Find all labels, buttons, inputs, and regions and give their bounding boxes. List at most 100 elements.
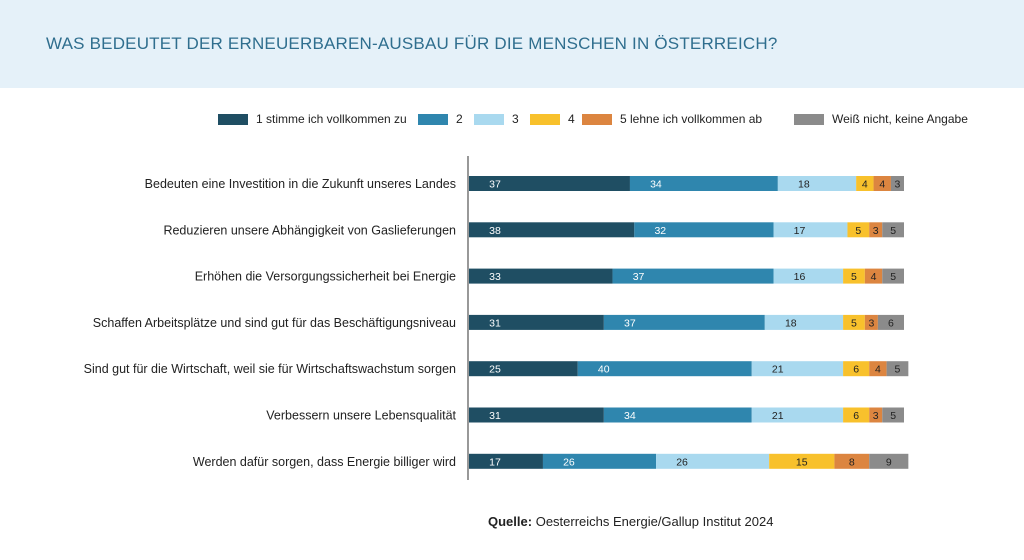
bar-segment xyxy=(843,314,865,330)
category-label: Erhöhen die Versorgungssicherheit bei En… xyxy=(195,270,456,284)
data-label: 37 xyxy=(624,317,636,329)
data-label: 34 xyxy=(624,410,636,422)
data-label: 18 xyxy=(785,317,797,329)
bar-segment xyxy=(843,361,870,377)
bar-segment xyxy=(877,314,904,330)
data-label: 31 xyxy=(489,317,501,329)
data-label: 9 xyxy=(886,456,892,468)
bar-segment xyxy=(847,222,870,238)
bar-segment xyxy=(869,222,883,238)
bar-segment xyxy=(769,453,835,469)
bar-segment xyxy=(843,407,870,423)
data-label: 6 xyxy=(853,410,859,422)
legend-item: Weiß nicht, keine Angabe xyxy=(794,112,968,126)
bar-segment xyxy=(634,222,774,238)
category-label: Werden dafür sorgen, dass Energie billig… xyxy=(193,455,456,469)
bar-segment xyxy=(603,314,765,330)
legend-label: 1 stimme ich vollkommen zu xyxy=(256,112,407,126)
data-label: 3 xyxy=(873,225,879,237)
data-label: 5 xyxy=(851,271,857,283)
bar-segment xyxy=(777,176,857,191)
bar-segment xyxy=(656,453,770,469)
legend-label: 2 xyxy=(456,112,463,126)
data-label: 26 xyxy=(563,456,575,468)
data-label: 17 xyxy=(794,225,806,237)
data-label: 8 xyxy=(849,456,855,468)
legend-label: 3 xyxy=(512,112,519,126)
bar-segment xyxy=(873,176,891,191)
data-label: 3 xyxy=(895,179,901,191)
bar-segment xyxy=(469,314,604,330)
legend-swatch xyxy=(418,113,448,125)
source-note: Quelle: Oesterreichs Energie/Gallup Inst… xyxy=(488,514,773,529)
bar-segment xyxy=(469,407,604,423)
bar-segment xyxy=(469,268,613,284)
data-label: 4 xyxy=(871,271,877,283)
data-label: 5 xyxy=(895,364,901,376)
bar-segment xyxy=(629,176,778,191)
bar-segment xyxy=(869,453,909,469)
legend-item: 3 xyxy=(474,112,519,126)
bar-segment xyxy=(577,361,752,377)
data-label: 5 xyxy=(890,271,896,283)
source-text: Oesterreichs Energie/Gallup Institut 202… xyxy=(535,514,774,529)
legend-swatch xyxy=(474,113,504,125)
data-label: 5 xyxy=(890,225,896,237)
legend-swatch xyxy=(218,113,248,125)
legend-item: 2 xyxy=(418,112,463,126)
bar-segment xyxy=(882,407,904,423)
bar-segment xyxy=(882,268,904,284)
data-label: 5 xyxy=(851,317,857,329)
header-band xyxy=(0,0,1024,88)
data-label: 37 xyxy=(633,271,645,283)
bar-segment xyxy=(882,222,904,238)
data-label: 33 xyxy=(489,271,501,283)
data-label: 38 xyxy=(489,225,501,237)
bar-segment xyxy=(864,314,878,330)
bar-segment xyxy=(869,361,887,377)
data-label: 18 xyxy=(798,179,810,191)
data-label: 40 xyxy=(598,364,610,376)
data-label: 3 xyxy=(873,410,879,422)
data-label: 4 xyxy=(875,364,881,376)
bar-segment xyxy=(864,268,883,284)
data-label: 15 xyxy=(796,456,808,468)
bar-segment xyxy=(856,176,874,191)
data-label: 16 xyxy=(794,271,806,283)
bar-segment xyxy=(542,453,657,469)
legend-item: 1 stimme ich vollkommen zu xyxy=(218,112,407,126)
chart-title: WAS BEDEUTET DER ERNEUERBAREN-AUSBAU FÜR… xyxy=(46,34,778,53)
bar-segment xyxy=(834,453,870,469)
category-label: Reduzieren unsere Abhängigkeit von Gasli… xyxy=(163,223,456,237)
data-label: 6 xyxy=(888,317,894,329)
bar-segment xyxy=(469,176,630,191)
bar-segment xyxy=(603,407,752,423)
bar-segment xyxy=(751,407,844,423)
legend-swatch xyxy=(530,113,560,125)
bar-segment xyxy=(469,222,635,238)
bar-segment xyxy=(843,268,865,284)
bar-segment xyxy=(773,222,848,238)
data-label: 26 xyxy=(676,456,688,468)
data-label: 17 xyxy=(489,456,501,468)
category-label: Sind gut für die Wirtschaft, weil sie fü… xyxy=(84,362,456,376)
legend-item: 4 xyxy=(530,112,575,126)
legend-label: 4 xyxy=(568,112,575,126)
bar-segment xyxy=(469,361,578,377)
data-label: 21 xyxy=(772,364,784,376)
category-label: Bedeuten eine Investition in die Zukunft… xyxy=(145,177,456,191)
category-label: Schaffen Arbeitsplätze und sind gut für … xyxy=(93,316,456,330)
data-label: 5 xyxy=(855,225,861,237)
data-label: 3 xyxy=(868,317,874,329)
category-label: Verbessern unsere Lebensqualität xyxy=(266,409,456,423)
bar-segment xyxy=(751,361,844,377)
legend-swatch xyxy=(582,113,612,125)
legend-label: 5 lehne ich vollkommen ab xyxy=(620,112,763,126)
data-label: 31 xyxy=(489,410,501,422)
bar-segment xyxy=(764,314,844,330)
legend-label: Weiß nicht, keine Angabe xyxy=(832,112,968,126)
data-label: 37 xyxy=(489,179,501,191)
data-label: 5 xyxy=(890,410,896,422)
data-label: 32 xyxy=(654,225,666,237)
